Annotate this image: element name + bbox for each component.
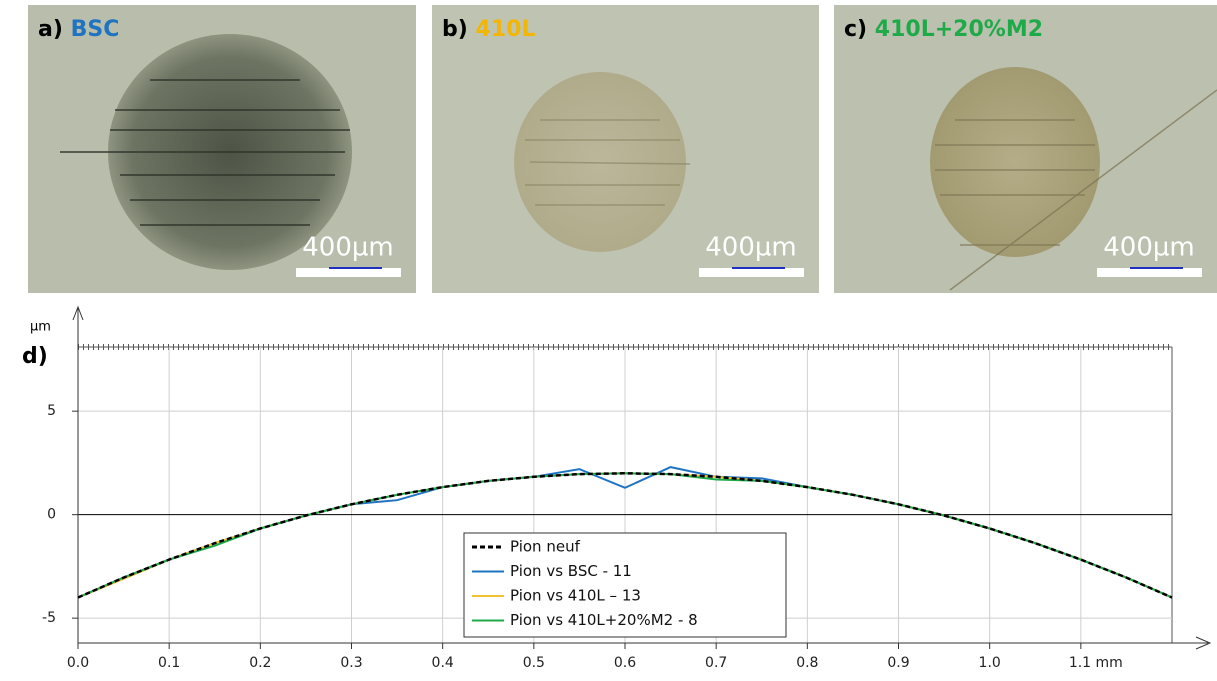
x-tick-label: 0.4 <box>432 655 454 671</box>
x-tick-label: 0.5 <box>523 655 545 671</box>
x-tick-label: 0.0 <box>67 655 89 671</box>
scale-bar <box>1097 268 1202 277</box>
x-tick-label: 0.9 <box>887 655 909 671</box>
panel-label: c) 410L+20%M2 <box>844 17 1043 42</box>
x-tick-label: 0.7 <box>705 655 727 671</box>
scale-label: 400µm <box>302 233 394 263</box>
panel-sample: BSC <box>71 17 120 42</box>
scale-bar <box>296 268 401 277</box>
scratches <box>525 119 691 206</box>
series-line <box>77 472 1173 599</box>
y-arrow <box>72 305 84 321</box>
scale-label: 400µm <box>1103 233 1195 263</box>
legend-label: Pion vs 410L+20%M2 - 8 <box>510 611 698 629</box>
scratches <box>60 79 350 226</box>
x-arrow <box>1195 636 1212 650</box>
panel-sample: 410L+20%M2 <box>875 17 1043 42</box>
x-tick-label: 1.0 <box>979 655 1001 671</box>
y-unit: µm <box>30 320 51 335</box>
y-tick-label: -5 <box>42 610 56 626</box>
scale-bar <box>699 268 804 277</box>
panel-sample: 410L <box>475 17 535 42</box>
wear-scar <box>930 67 1100 257</box>
y-tick-label: 0 <box>47 507 56 523</box>
x-tick-label: 0.3 <box>340 655 362 671</box>
micrographs <box>28 5 1217 293</box>
x-tick-label: 0.2 <box>249 655 271 671</box>
wear-scar <box>514 72 686 252</box>
legend-label: Pion vs 410L – 13 <box>510 587 641 605</box>
panel-letter: b) <box>442 17 468 42</box>
legend-label: Pion vs BSC - 11 <box>510 562 632 580</box>
profile-chart: d) µm 0.0 0.1 0.2 0.3 0.4 0.5 0.6 0.7 0.8 0.9 1.0 1.1… <box>22 305 1212 671</box>
legend-label: Pion neuf <box>510 538 581 556</box>
x-tick-label: 1.1 mm <box>1069 655 1123 671</box>
chart-label: d) <box>22 344 48 369</box>
x-tick-label: 0.8 <box>796 655 818 671</box>
x-tick-label: 0.6 <box>614 655 636 671</box>
panel-label: b) 410L <box>442 17 535 42</box>
x-tick-label: 0.1 <box>158 655 180 671</box>
panel-label: a) BSC <box>38 17 119 42</box>
panel-letter: c) <box>844 17 867 42</box>
y-tick-label: 5 <box>47 403 56 419</box>
scratches <box>935 89 1217 291</box>
scale-label: 400µm <box>705 233 797 263</box>
panel-letter: a) <box>38 17 63 42</box>
legend-box <box>463 532 787 638</box>
